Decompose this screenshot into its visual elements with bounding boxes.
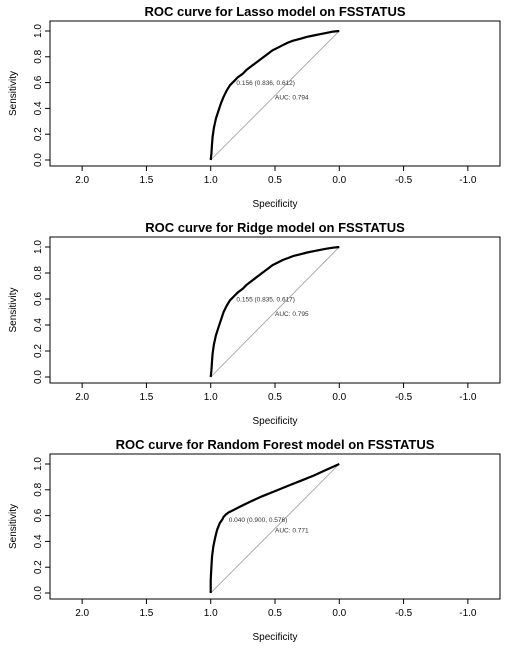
x-axis-label: Specificity — [252, 416, 297, 427]
threshold-annotation: 0.040 (0.900, 0.576) — [229, 517, 288, 524]
y-tick-label: 0.2 — [33, 344, 44, 358]
roc-panel-2: ROC curve for Ridge model on FSSTATUS 2.0… — [8, 220, 501, 427]
y-tick-label: 1.0 — [33, 457, 44, 471]
threshold-annotation: 0.155 (0.835, 0.617) — [236, 297, 295, 304]
y-tick-label: 0.8 — [33, 266, 44, 280]
x-tick-label: 1.5 — [139, 175, 153, 186]
y-axis-label: Sensitivity — [8, 287, 19, 332]
x-tick-label: 2.0 — [75, 608, 89, 619]
y-tick-label: 0.8 — [33, 49, 44, 63]
roc-curve — [209, 462, 340, 593]
roc-panel-1: ROC curve for Lasso model on FSSTATUS 2.0… — [8, 4, 501, 210]
x-tick-label: 1.5 — [139, 608, 153, 619]
auc-annotation: AUC: 0.794 — [275, 94, 309, 101]
x-tick-label: 0.0 — [332, 175, 346, 186]
auc-annotation: AUC: 0.771 — [275, 527, 309, 534]
roc-curve — [209, 245, 340, 378]
y-tick-label: 1.0 — [33, 24, 44, 38]
chance-diagonal — [210, 30, 340, 161]
x-tick-label: -0.5 — [395, 392, 413, 403]
y-tick-label: 0.2 — [33, 127, 44, 141]
x-tick-label: -1.0 — [459, 608, 477, 619]
y-tick-label: 0.8 — [33, 482, 44, 496]
chance-diagonal — [210, 463, 340, 594]
roc-curve — [209, 29, 340, 161]
roc-panel-3: ROC curve for Random Forest model on FSS… — [8, 437, 501, 643]
y-tick-label: 0.2 — [33, 560, 44, 574]
y-tick-label: 1.0 — [33, 240, 44, 254]
x-tick-label: 0.0 — [332, 608, 346, 619]
x-tick-label: 2.0 — [75, 175, 89, 186]
x-tick-label: 1.0 — [204, 392, 218, 403]
y-axis-label: Sensitivity — [8, 71, 19, 116]
y-tick-label: 0.0 — [33, 153, 44, 167]
chart-title: ROC curve for Random Forest model on FSS… — [116, 437, 435, 452]
y-tick-label: 0.0 — [33, 586, 44, 600]
x-tick-label: -1.0 — [459, 175, 477, 186]
y-tick-label: 0.6 — [33, 75, 44, 89]
chance-diagonal — [210, 246, 340, 378]
x-tick-label: -0.5 — [395, 175, 413, 186]
x-tick-label: 1.0 — [204, 608, 218, 619]
y-tick-label: 0.4 — [33, 101, 44, 115]
auc-annotation: AUC: 0.795 — [275, 311, 309, 318]
chart-title: ROC curve for Ridge model on FSSTATUS — [145, 220, 405, 235]
threshold-annotation: 0.156 (0.836, 0.612) — [236, 80, 295, 87]
y-tick-label: 0.4 — [33, 318, 44, 332]
x-tick-label: -0.5 — [395, 608, 413, 619]
x-tick-label: -1.0 — [459, 392, 477, 403]
x-tick-label: 1.0 — [204, 175, 218, 186]
chart-title: ROC curve for Lasso model on FSSTATUS — [145, 4, 406, 19]
x-tick-label: 0.5 — [268, 175, 282, 186]
x-tick-label: 0.5 — [268, 392, 282, 403]
y-tick-label: 0.4 — [33, 534, 44, 548]
x-axis-label: Specificity — [252, 632, 297, 643]
x-axis-label: Specificity — [252, 199, 297, 210]
y-tick-label: 0.6 — [33, 292, 44, 306]
y-tick-label: 0.0 — [33, 370, 44, 384]
y-axis-label: Sensitivity — [8, 504, 19, 549]
x-tick-label: 1.5 — [139, 392, 153, 403]
y-tick-label: 0.6 — [33, 508, 44, 522]
x-tick-label: 0.5 — [268, 608, 282, 619]
x-tick-label: 0.0 — [332, 392, 346, 403]
x-tick-label: 2.0 — [75, 392, 89, 403]
